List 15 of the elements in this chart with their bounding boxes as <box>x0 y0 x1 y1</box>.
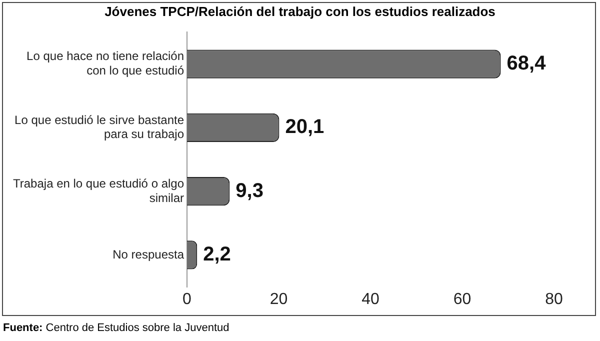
y-tick-label: Lo que hace no tiene relación con lo que estudió <box>26 49 184 78</box>
y-tick-label: Lo que estudió le sirve bastante para su trabajo <box>14 112 184 142</box>
x-tick-label: 60 <box>453 290 472 308</box>
data-label: 2,2 <box>203 243 231 266</box>
source-note: Fuente: Centro de Estudios sobre la Juventud <box>3 322 230 334</box>
y-tick-label: No respuesta <box>112 247 184 262</box>
x-tick-label: 40 <box>362 290 380 308</box>
x-tick-label: 20 <box>270 290 288 308</box>
data-label: 68,4 <box>506 52 547 75</box>
chart-title: Jóvenes TPCP/Relación del trabajo con los estudios realizados <box>104 4 496 19</box>
x-tick-label: 0 <box>182 290 192 308</box>
x-tick-label: 80 <box>545 290 563 308</box>
data-label: 9,3 <box>236 180 264 202</box>
y-tick-label: Trabaja en lo que estudió o algo similar <box>12 176 184 205</box>
data-label: 20,1 <box>285 116 324 138</box>
